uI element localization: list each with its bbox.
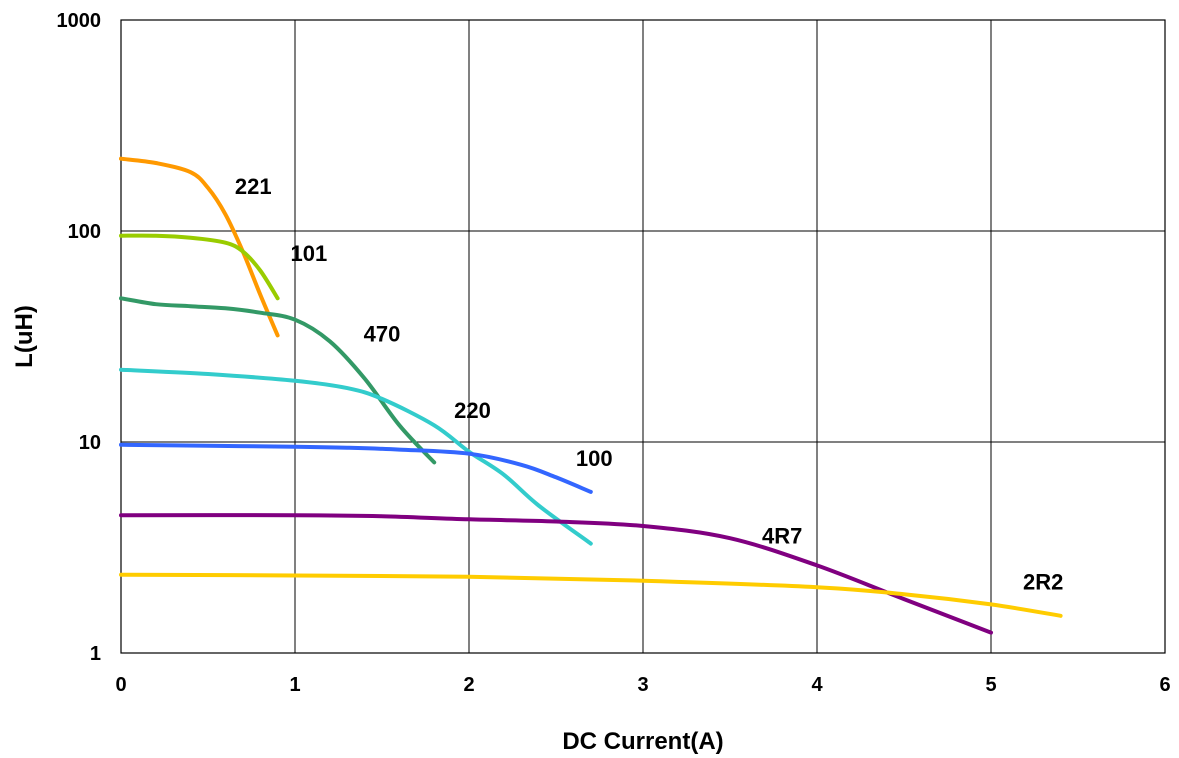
series-lines bbox=[119, 156, 1063, 635]
y-axis-title: L(uH) bbox=[11, 305, 38, 368]
x-tick-label: 3 bbox=[637, 674, 648, 696]
series-line-4r7 bbox=[119, 513, 993, 635]
x-tick-label: 1 bbox=[289, 674, 300, 696]
series-label-220: 220 bbox=[454, 398, 491, 423]
series-label-100: 100 bbox=[576, 446, 613, 471]
series-label-101: 101 bbox=[291, 241, 328, 266]
y-tick-label: 100 bbox=[68, 221, 101, 243]
x-tick-label: 2 bbox=[463, 674, 474, 696]
series-label-2r2: 2R2 bbox=[1023, 569, 1063, 594]
x-tick-label: 0 bbox=[115, 674, 126, 696]
series-line-470 bbox=[119, 296, 437, 465]
x-axis-title: DC Current(A) bbox=[562, 728, 723, 755]
series-line-100 bbox=[119, 442, 593, 494]
series-label-221: 221 bbox=[235, 174, 272, 199]
x-axis-ticks: 0 1 2 3 4 5 6 bbox=[115, 674, 1170, 696]
x-tick-label: 5 bbox=[985, 674, 996, 696]
y-tick-label: 10 bbox=[79, 432, 101, 454]
series-label-4r7: 4R7 bbox=[762, 524, 802, 549]
series-labels: 221 101 470 220 100 4R7 2R2 bbox=[235, 174, 1063, 595]
series-line-221 bbox=[119, 156, 280, 338]
series-label-470: 470 bbox=[364, 321, 401, 346]
series-line-220 bbox=[119, 367, 593, 546]
y-tick-label: 1000 bbox=[57, 10, 102, 32]
plot-area bbox=[120, 19, 1166, 654]
series-line-101 bbox=[119, 233, 280, 301]
x-tick-label: 4 bbox=[811, 674, 823, 696]
y-axis-ticks: 1 10 100 1000 bbox=[57, 10, 102, 665]
grid bbox=[121, 20, 1165, 653]
series-line-2r2 bbox=[119, 572, 1063, 618]
x-tick-label: 6 bbox=[1159, 674, 1170, 696]
y-tick-label: 1 bbox=[90, 643, 101, 665]
